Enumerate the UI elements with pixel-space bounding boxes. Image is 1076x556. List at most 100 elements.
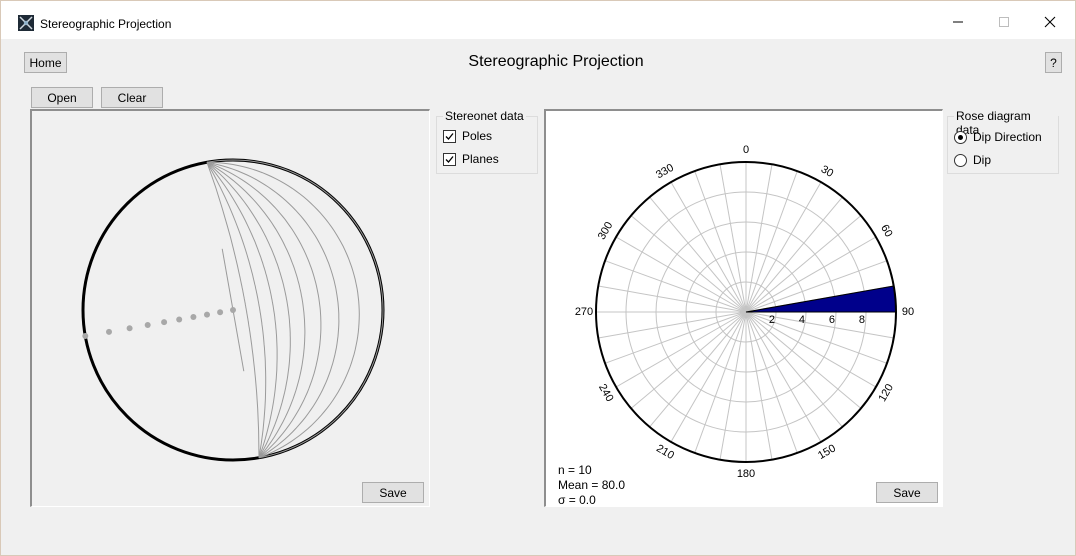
- dip-direction-label: Dip Direction: [973, 130, 1042, 144]
- stereonet-data-group: Stereonet data Poles Planes: [436, 109, 538, 174]
- great-circle-6: [206, 161, 322, 459]
- pole-point-8: [217, 309, 224, 316]
- great-circle-1: [206, 162, 260, 458]
- home-button[interactable]: Home: [24, 52, 67, 73]
- great-circle-3: [206, 161, 278, 458]
- planes-check-icon: [443, 152, 456, 166]
- rose-data-group: Rose diagram data Dip Direction Dip: [947, 109, 1059, 174]
- radial-label-2: 2: [769, 314, 775, 326]
- open-button[interactable]: Open: [31, 87, 93, 108]
- clear-button[interactable]: Clear: [101, 87, 163, 108]
- spoke-10: [745, 164, 773, 313]
- angle-label-210: 210: [654, 442, 676, 462]
- spoke-350: [719, 164, 747, 313]
- spoke-340: [694, 170, 747, 313]
- spoke-330: [670, 181, 747, 313]
- pole-point-0: [82, 333, 89, 339]
- poles-checkbox[interactable]: Poles: [443, 129, 492, 143]
- great-circle-9: [206, 159, 384, 459]
- radial-label-4: 4: [799, 314, 805, 326]
- great-circle-5: [206, 161, 306, 459]
- minimize-icon: [953, 21, 963, 23]
- spoke-140: [745, 311, 843, 428]
- poles-check-icon: [443, 129, 456, 143]
- angle-label-90: 90: [902, 306, 914, 318]
- pole-point-3: [144, 322, 151, 328]
- rose-panel: 0 30 60 90 120 150 180 210 240 270 300 330 2 4 6 8 n = …: [544, 109, 943, 507]
- spoke-100: [745, 311, 894, 339]
- spoke-250: [604, 311, 747, 364]
- angle-label-60: 60: [878, 223, 895, 240]
- spoke-300: [615, 236, 747, 313]
- stereonet-plot: [81, 158, 385, 462]
- close-button[interactable]: [1027, 7, 1073, 37]
- pole-point-1: [106, 328, 112, 335]
- spoke-130: [745, 311, 862, 409]
- angle-label-120: 120: [876, 382, 896, 404]
- spoke-70: [745, 260, 888, 313]
- spoke-150: [745, 311, 822, 443]
- stereonet-save-button[interactable]: Save: [362, 482, 424, 503]
- great-circle-8: [206, 161, 360, 459]
- radial-label-8: 8: [859, 314, 865, 326]
- stat-sigma: σ = 0.0: [558, 493, 596, 507]
- minimize-button[interactable]: [935, 7, 981, 37]
- spoke-290: [604, 260, 747, 313]
- spoke-50: [745, 215, 862, 313]
- close-icon: [1044, 16, 1056, 28]
- angle-label-240: 240: [596, 382, 616, 404]
- app-icon: [18, 15, 34, 31]
- stereonet-data-title: Stereonet data: [443, 109, 526, 123]
- rose-data-title: Rose diagram data: [954, 109, 1058, 137]
- radial-label-6: 6: [829, 314, 835, 326]
- maximize-button[interactable]: [981, 7, 1027, 37]
- angle-label-300: 300: [596, 220, 616, 242]
- great-circle-4: [206, 161, 291, 458]
- spoke-110: [745, 311, 888, 364]
- spoke-210: [670, 311, 747, 443]
- angle-label-330: 330: [654, 162, 676, 182]
- stat-mean: Mean = 80.0: [558, 478, 626, 492]
- spoke-170: [745, 311, 773, 460]
- spoke-40: [745, 196, 843, 313]
- pole-point-4: [161, 319, 168, 326]
- spoke-260: [598, 311, 747, 339]
- pole-point-2: [126, 325, 133, 332]
- dip-radio-icon: [954, 153, 967, 167]
- spoke-280: [598, 285, 747, 313]
- spoke-20: [745, 170, 798, 313]
- great-circle-7: [206, 161, 340, 459]
- planes-label: Planes: [462, 152, 499, 166]
- stat-n: n = 10: [558, 463, 592, 477]
- rose-stats: n = 10 Mean = 80.0 σ = 0.0: [558, 463, 625, 508]
- spoke-220: [649, 311, 747, 428]
- maximize-icon: [999, 17, 1009, 27]
- dip-direction-radio[interactable]: Dip Direction: [954, 130, 1042, 144]
- angle-label-0: 0: [743, 144, 749, 156]
- stereonet-panel: Save: [30, 109, 430, 507]
- spoke-230: [630, 311, 747, 409]
- pole-point-9: [230, 307, 236, 313]
- angle-label-30: 30: [819, 163, 836, 180]
- pole-point-7: [204, 311, 210, 318]
- pole-point-5: [176, 316, 183, 323]
- spoke-120: [745, 311, 877, 388]
- window-title: Stereographic Projection: [40, 17, 172, 31]
- poles-label: Poles: [462, 129, 493, 143]
- help-button[interactable]: ?: [1045, 52, 1062, 73]
- angle-label-180: 180: [737, 468, 755, 480]
- rose-diagram: 0 30 60 90 120 150 180 210 240 270 300 330 2 4 6 8: [575, 144, 914, 480]
- spoke-320: [649, 196, 747, 313]
- great-circle-2: [206, 162, 267, 458]
- dip-direction-radio-icon: [954, 130, 967, 144]
- dip-radio[interactable]: Dip: [954, 153, 991, 167]
- page-title: Stereographic Projection: [468, 53, 644, 70]
- spoke-190: [719, 311, 747, 460]
- pole-point-6: [190, 314, 197, 320]
- angle-label-270: 270: [575, 306, 593, 318]
- rose-save-button[interactable]: Save: [876, 482, 938, 503]
- planes-checkbox[interactable]: Planes: [443, 152, 499, 166]
- title-bar: Stereographic Projection: [1, 1, 1075, 39]
- angle-label-150: 150: [816, 442, 838, 462]
